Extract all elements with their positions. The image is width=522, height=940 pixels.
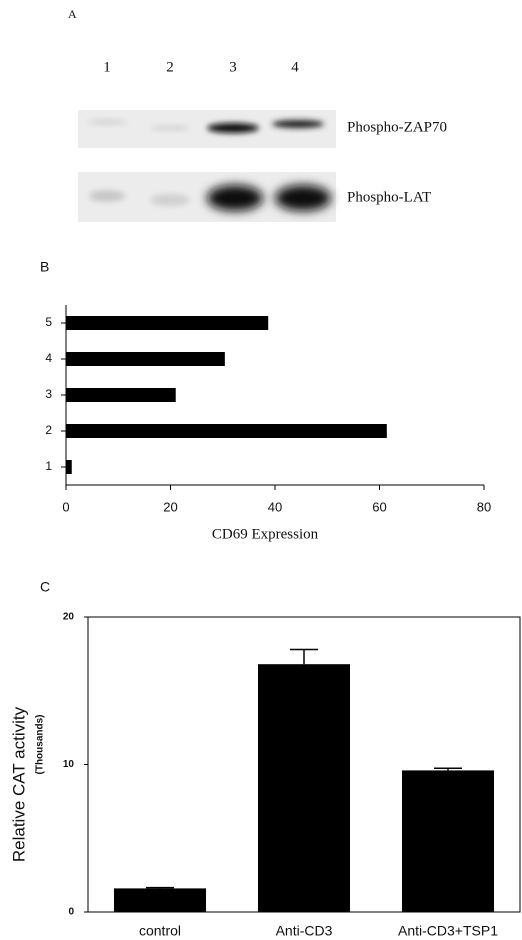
y-tick-label: 4 <box>45 351 52 365</box>
error-bar <box>146 888 174 889</box>
blot-strip <box>78 110 336 148</box>
y-tick-label: 10 <box>63 759 75 770</box>
x-tick-label: 40 <box>268 499 282 514</box>
error-bar <box>434 768 462 770</box>
bar <box>66 460 72 474</box>
bar <box>402 770 494 912</box>
y-tick-label: 1 <box>45 459 52 473</box>
blot-strip <box>78 172 336 222</box>
y-tick-label: 2 <box>45 423 52 437</box>
panel-label: A <box>68 7 77 21</box>
bar <box>66 388 176 402</box>
figure: A 1 2 3 4 Phospho-ZAP70 Phospho-LAT B020… <box>0 0 522 940</box>
y-axis-label: Relative CAT activity <box>9 706 28 862</box>
x-tick-label: control <box>139 923 181 939</box>
y-tick-label: 20 <box>63 612 75 623</box>
bar <box>114 888 206 912</box>
bar <box>66 424 387 438</box>
bar <box>66 352 225 366</box>
error-bar <box>290 649 318 664</box>
lane-label: 1 <box>103 59 111 75</box>
y-axis-sublabel: (Thousands) <box>35 715 46 775</box>
lane-label: 2 <box>166 59 174 75</box>
y-tick-label: 3 <box>45 387 52 401</box>
x-tick-label: Anti-CD3+TSP1 <box>398 923 498 939</box>
lane-label: 3 <box>229 59 237 75</box>
x-tick-label: 0 <box>62 499 69 514</box>
lane-label: 4 <box>291 59 299 75</box>
y-tick-label: 0 <box>68 907 74 918</box>
x-tick-label: 20 <box>163 499 177 514</box>
x-tick-label: 60 <box>372 499 386 514</box>
panel-label: C <box>40 579 50 595</box>
x-tick-label: 80 <box>477 499 491 514</box>
y-tick-label: 5 <box>45 315 52 329</box>
panel-label: B <box>40 259 49 275</box>
bar <box>258 664 350 912</box>
blot-row-label: Phospho-LAT <box>347 189 431 205</box>
x-axis-label: CD69 Expression <box>212 526 319 542</box>
x-tick-label: Anti-CD3 <box>276 923 333 939</box>
blot-row-label: Phospho-ZAP70 <box>347 119 447 135</box>
bar <box>66 316 268 330</box>
